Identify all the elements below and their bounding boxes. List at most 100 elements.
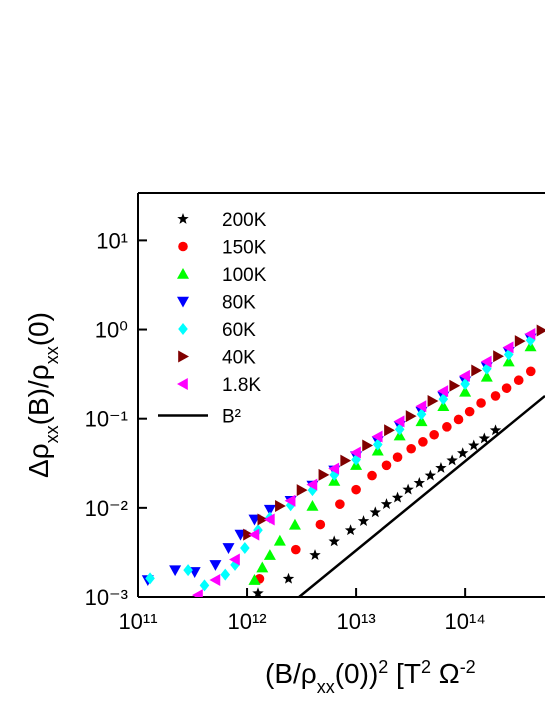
point [328,535,340,547]
point [209,574,221,587]
point [209,560,222,571]
point [362,439,374,452]
plot-area [141,324,545,597]
point [381,460,392,471]
legend-label: 1.8K [222,375,261,396]
point [350,446,361,459]
xlabel-part: -2 [460,657,476,677]
point [478,432,491,444]
point [306,499,319,511]
point [306,478,318,491]
point [240,541,250,554]
point [229,553,240,566]
point [256,561,269,573]
point [367,470,377,481]
point [502,341,514,354]
point [384,424,395,437]
point [369,506,381,518]
point [296,484,308,497]
point [480,355,492,368]
point [392,452,403,462]
point [418,437,428,447]
point [191,589,203,597]
point [328,462,340,475]
point [282,572,295,584]
point [449,379,461,392]
legend-marker [178,323,188,335]
xlabel-part: (B/ρ [265,658,317,689]
point [329,468,340,481]
point [252,587,264,597]
legend-label: 40K [222,348,256,369]
point [402,483,414,495]
point [263,513,275,526]
point [413,476,426,488]
point [416,408,427,421]
legend-symbol [177,378,188,390]
point [489,424,502,436]
point [307,484,318,497]
x-tick-label: 10¹² [227,609,266,634]
point [429,429,439,440]
point [427,394,439,407]
xlabel-part: xx [317,677,335,697]
x-tick-label: 10¹³ [337,609,376,634]
point [501,383,512,393]
point [248,574,261,585]
point [406,443,416,454]
point [183,564,193,577]
point [351,484,361,495]
point [405,410,417,423]
point [288,518,301,530]
xlabel-part: (0)) [335,658,379,689]
point [446,454,458,466]
xlabel-part: Ω [431,658,460,689]
legend-symbol [178,241,188,252]
legend-label: B² [222,407,241,428]
x-tick-label: 10¹¹ [118,609,157,634]
point [480,370,493,382]
point [471,364,483,377]
point [437,400,450,412]
y-tick-label: 10⁻³ [85,585,128,610]
point [459,385,472,397]
point [415,400,427,413]
xlabel-part: [T [388,658,421,689]
point [230,558,240,571]
legend-symbol [178,323,188,335]
y-tick-label: 10¹ [96,228,128,253]
point [459,369,470,382]
point [263,549,276,560]
point [493,350,504,363]
point [502,355,515,367]
fit-line [298,394,545,597]
point [284,494,296,507]
legend-label: 80K [222,293,256,314]
point [415,415,428,427]
legend-label: 100K [222,265,267,286]
point [525,366,536,377]
point [393,415,405,428]
point [315,519,326,530]
y-tick-label: 10⁻² [85,496,128,521]
ylabel-part: xx [42,425,62,443]
legend-label: 150K [222,238,267,259]
point [524,328,536,341]
point [514,335,526,348]
legend-symbol [178,350,189,363]
point [263,504,276,516]
point [464,406,475,417]
legend-marker [177,268,189,279]
xlabel-part: 2 [378,657,388,677]
point [257,513,269,526]
point [457,447,469,459]
point [453,414,464,425]
point [513,375,524,386]
legend-marker [178,350,189,363]
point [335,499,345,509]
ylabel-part: (0) [23,312,54,346]
point [199,579,210,592]
point [275,499,286,512]
point [490,391,501,401]
point [344,524,357,536]
